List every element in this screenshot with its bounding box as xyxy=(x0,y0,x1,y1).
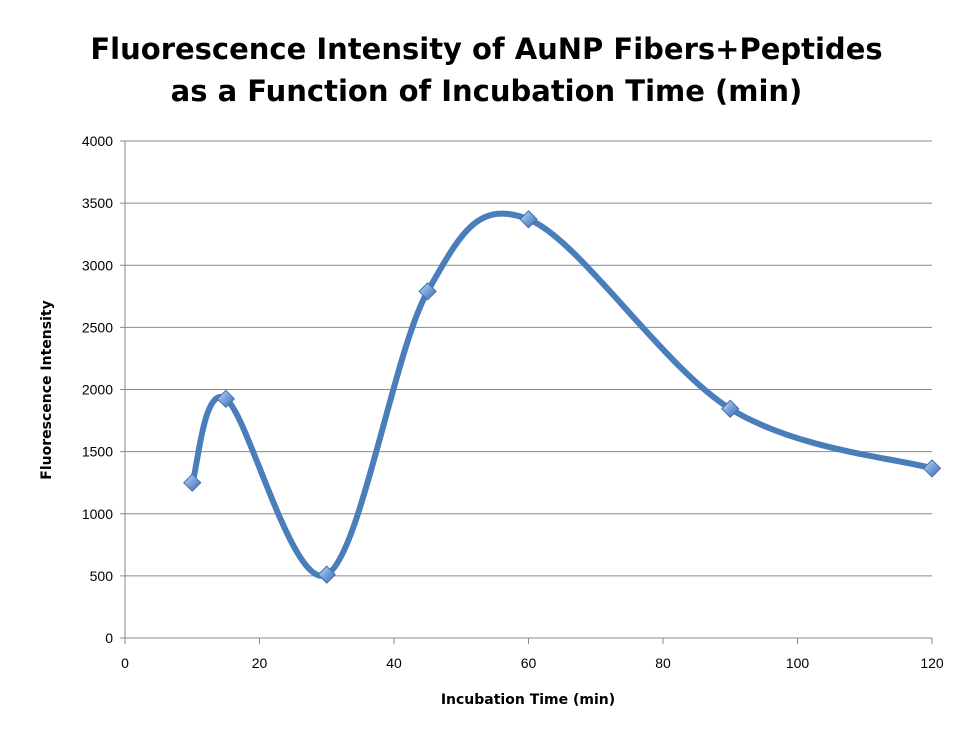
data-markers xyxy=(183,210,942,584)
x-tick-label-80: 80 xyxy=(655,655,671,671)
x-tick-label-0: 0 xyxy=(121,655,129,671)
y-tick-label-2000: 2000 xyxy=(82,382,113,398)
axes xyxy=(120,140,933,644)
y-tick-label-500: 500 xyxy=(90,568,114,584)
x-tick-label-40: 40 xyxy=(386,655,402,671)
tick-labels: 0 500 1000 1500 2000 2500 3000 3500 4000 0 20 40 60 8… xyxy=(82,133,944,671)
data-point-90 xyxy=(721,399,740,418)
y-tick-label-1500: 1500 xyxy=(82,444,113,460)
x-tick-label-20: 20 xyxy=(252,655,268,671)
y-tick-label-3000: 3000 xyxy=(82,257,113,273)
y-axis-title: Fluorescence Intensity xyxy=(39,300,55,479)
gridlines xyxy=(125,140,932,577)
x-tick-label-100: 100 xyxy=(786,655,810,671)
y-tick-label-0: 0 xyxy=(105,630,113,646)
x-axis-title: Incubation Time (min) xyxy=(441,692,615,708)
data-point-120 xyxy=(922,459,942,478)
data-point-60 xyxy=(519,210,538,229)
data-point-30 xyxy=(317,565,336,584)
y-tick-label-2500: 2500 xyxy=(82,319,113,335)
data-point-15 xyxy=(216,389,236,409)
series-line-0 xyxy=(189,210,935,579)
y-tick-label-1000: 1000 xyxy=(82,506,113,522)
chart-title-line-1: Fluorescence Intensity of AuNP Fibers+Pe… xyxy=(90,32,883,66)
data-point-10 xyxy=(183,473,202,492)
series-layer xyxy=(189,210,935,579)
y-tick-label-3500: 3500 xyxy=(82,195,113,211)
x-tick-label-120: 120 xyxy=(920,655,944,671)
chart-title-line-2: as a Function of Incubation Time (min) xyxy=(170,74,803,108)
x-tick-label-60: 60 xyxy=(521,655,537,671)
y-tick-label-4000: 4000 xyxy=(82,133,113,149)
chart-title: Fluorescence Intensity of AuNP Fibers+Pe… xyxy=(0,28,973,112)
data-point-45 xyxy=(418,282,437,301)
